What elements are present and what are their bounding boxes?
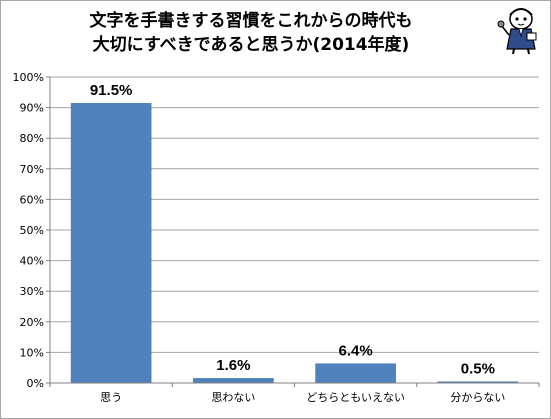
x-category-label: どちらともいえない — [306, 391, 405, 404]
y-tick-label: 80% — [20, 132, 44, 145]
y-tick-label: 60% — [20, 193, 44, 206]
data-label: 1.6% — [216, 357, 250, 374]
chart-title: 文字を手書きする習慣をこれからの時代も 大切にすべきであると思うか(2014年度… — [61, 9, 441, 57]
x-category-label: 思わない — [211, 391, 255, 404]
x-category-label: 分からない — [450, 391, 505, 404]
bar-4 — [437, 381, 519, 383]
y-tick-label: 70% — [20, 163, 44, 176]
data-label: 91.5% — [90, 82, 133, 99]
y-tick-label: 90% — [20, 102, 44, 115]
x-category-label: 思う — [100, 391, 122, 404]
chart-title-line-1: 文字を手書きする習慣をこれからの時代も — [89, 11, 413, 31]
chart-title-line-2: 大切にすべきであると思うか(2014年度) — [92, 35, 410, 55]
y-tick-label: 50% — [20, 224, 44, 237]
y-tick-label: 20% — [20, 316, 44, 329]
y-tick-label: 40% — [20, 255, 44, 268]
bar-3 — [315, 363, 396, 383]
y-tick-label: 30% — [20, 285, 44, 298]
y-tick-label: 0% — [27, 377, 44, 390]
data-label: 0.5% — [461, 360, 495, 377]
y-tick-label: 100% — [13, 71, 44, 84]
data-label: 6.4% — [339, 342, 373, 359]
bar-2 — [193, 378, 274, 383]
bar-1 — [70, 103, 152, 383]
y-tick-label: 10% — [20, 346, 44, 359]
reporter-mascot-icon — [497, 8, 537, 55]
